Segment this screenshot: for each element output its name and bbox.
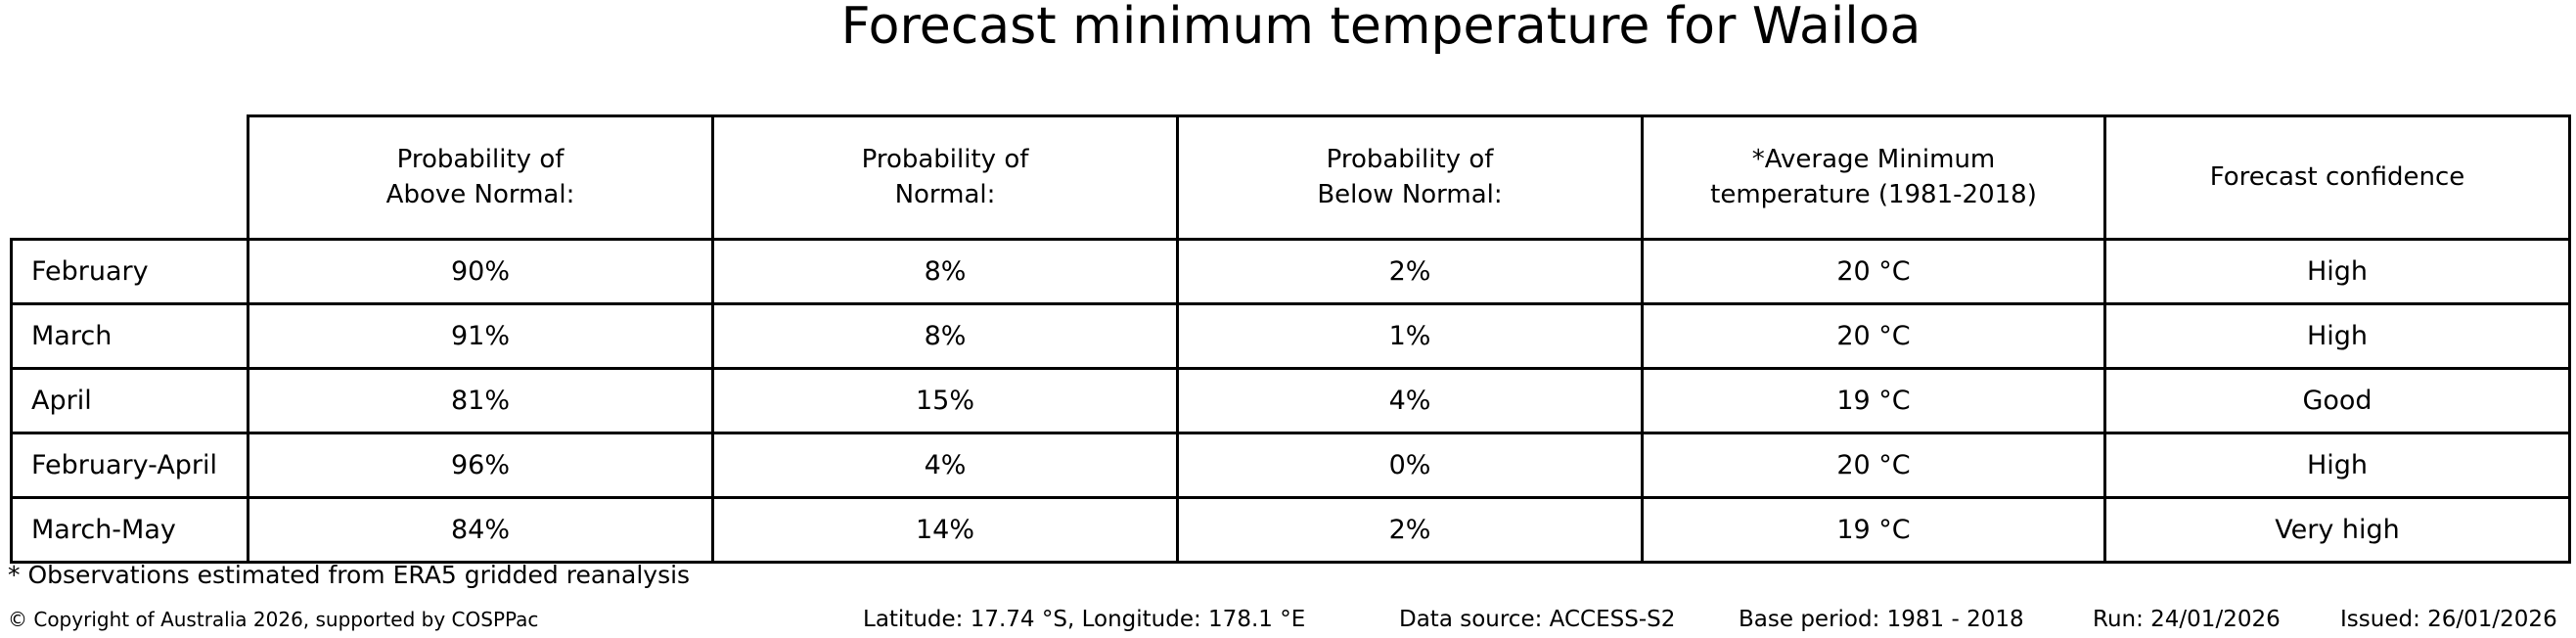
corner-cell bbox=[12, 116, 249, 240]
cell-normal: 15% bbox=[711, 367, 1179, 434]
cell-below-normal: 1% bbox=[1176, 302, 1644, 370]
table-row-february: February 90% 8% 2% 20 °C High bbox=[10, 238, 2571, 305]
cell-normal: 14% bbox=[711, 496, 1179, 564]
cell-average-minimum: 19 °C bbox=[1641, 367, 2106, 434]
cell-above-normal: 84% bbox=[247, 496, 714, 564]
table-row-march-may: March-May 84% 14% 2% 19 °C Very high bbox=[10, 496, 2571, 564]
cell-average-minimum: 20 °C bbox=[1641, 432, 2106, 499]
cell-confidence: High bbox=[2103, 432, 2571, 499]
observations-footnote: * Observations estimated from ERA5 gridd… bbox=[8, 561, 691, 589]
issued-date-text: Issued: 26/01/2026 bbox=[2340, 607, 2557, 632]
cell-confidence: High bbox=[2103, 238, 2571, 305]
col-header-below-normal: Probability of Below Normal: bbox=[1176, 114, 1644, 241]
table-row-april: April 81% 15% 4% 19 °C Good bbox=[10, 367, 2571, 434]
col-header-forecast-confidence: Forecast confidence bbox=[2103, 114, 2571, 241]
cell-above-normal: 90% bbox=[247, 238, 714, 305]
cell-above-normal: 81% bbox=[247, 367, 714, 434]
col-header-average-minimum: *Average Minimum temperature (1981-2018) bbox=[1641, 114, 2106, 241]
row-label: February-April bbox=[10, 432, 249, 499]
cell-below-normal: 2% bbox=[1176, 238, 1644, 305]
latitude-longitude-text: Latitude: 17.74 °S, Longitude: 178.1 °E bbox=[863, 607, 1306, 632]
col-header-normal: Probability of Normal: bbox=[711, 114, 1179, 241]
base-period-text: Base period: 1981 - 2018 bbox=[1739, 607, 2024, 632]
copyright-text: © Copyright of Australia 2026, supported… bbox=[8, 608, 539, 631]
table-row-february-april: February-April 96% 4% 0% 20 °C High bbox=[10, 432, 2571, 499]
data-source-text: Data source: ACCESS-S2 bbox=[1399, 607, 1676, 632]
col-header-above-normal: Probability of Above Normal: bbox=[247, 114, 714, 241]
forecast-table: Probability of Above Normal: Probability… bbox=[10, 114, 2571, 564]
row-label: February bbox=[10, 238, 249, 305]
page-title: Forecast minimum temperature for Wailoa bbox=[840, 0, 1921, 56]
cell-average-minimum: 19 °C bbox=[1641, 496, 2106, 564]
cell-below-normal: 4% bbox=[1176, 367, 1644, 434]
table-header-row: Probability of Above Normal: Probability… bbox=[12, 114, 2571, 241]
cell-below-normal: 2% bbox=[1176, 496, 1644, 564]
cell-confidence: Very high bbox=[2103, 496, 2571, 564]
row-label: April bbox=[10, 367, 249, 434]
row-label: March-May bbox=[10, 496, 249, 564]
cell-average-minimum: 20 °C bbox=[1641, 238, 2106, 305]
row-label: March bbox=[10, 302, 249, 370]
cell-average-minimum: 20 °C bbox=[1641, 302, 2106, 370]
table-row-march: March 91% 8% 1% 20 °C High bbox=[10, 302, 2571, 370]
cell-above-normal: 96% bbox=[247, 432, 714, 499]
run-date-text: Run: 24/01/2026 bbox=[2093, 607, 2281, 632]
cell-normal: 8% bbox=[711, 238, 1179, 305]
cell-below-normal: 0% bbox=[1176, 432, 1644, 499]
cell-normal: 4% bbox=[711, 432, 1179, 499]
cell-confidence: Good bbox=[2103, 367, 2571, 434]
cell-confidence: High bbox=[2103, 302, 2571, 370]
cell-normal: 8% bbox=[711, 302, 1179, 370]
cell-above-normal: 91% bbox=[247, 302, 714, 370]
